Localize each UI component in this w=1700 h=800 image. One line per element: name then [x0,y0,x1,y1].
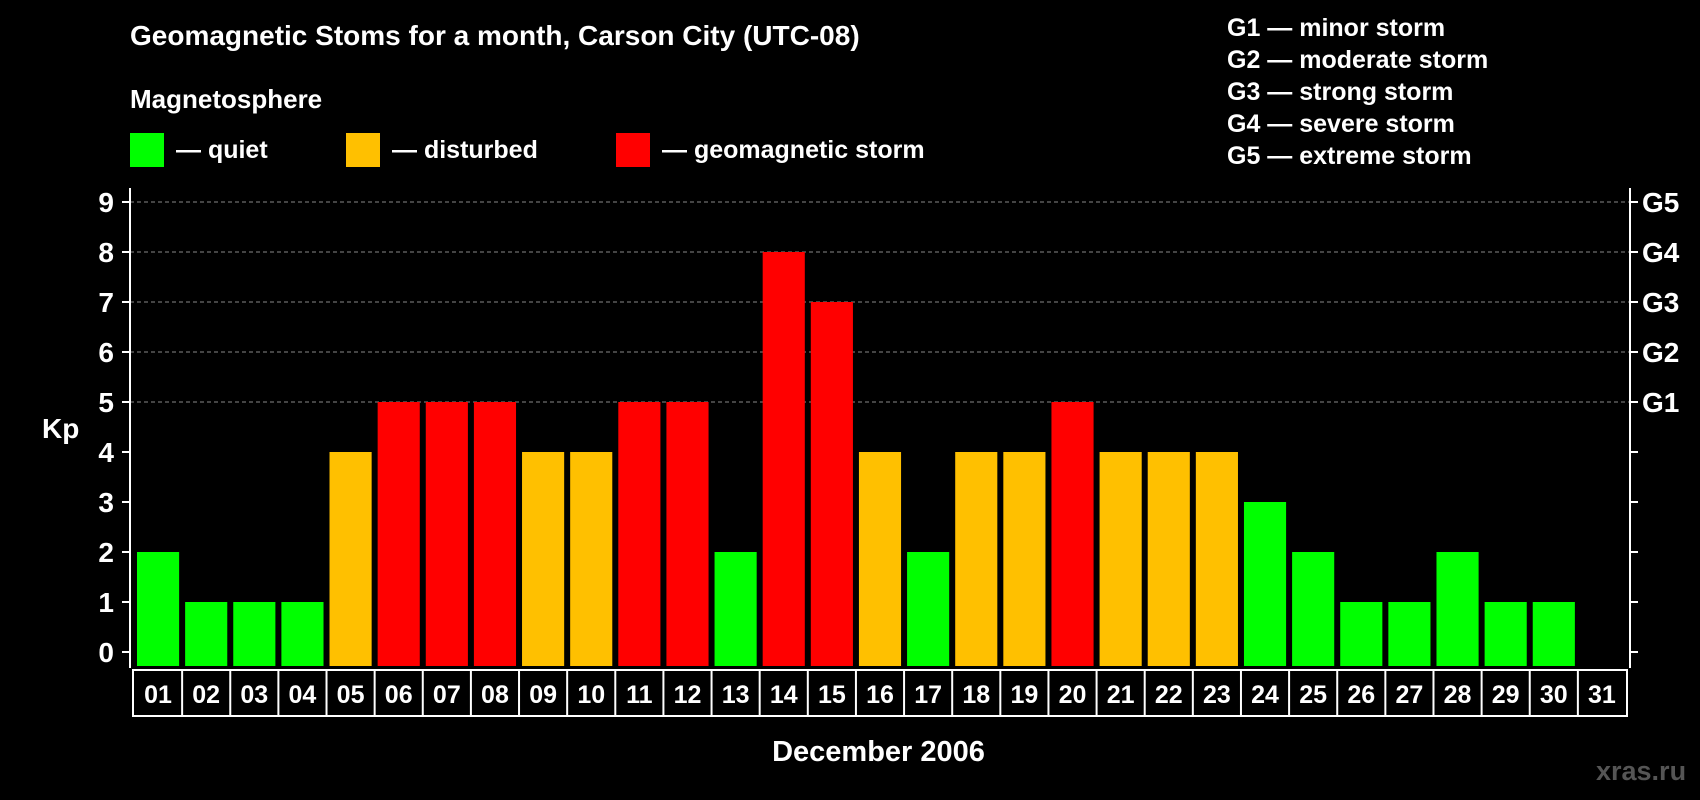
y-tick-label: 7 [98,287,114,318]
x-tick-label: 15 [818,681,846,709]
x-tick-label: 25 [1299,681,1327,709]
bar [377,402,420,666]
legend-label-quiet: — quiet [176,135,268,164]
bar [425,402,468,666]
x-tick-label: 31 [1588,681,1616,709]
g-scale-item: G3 — strong storm [1227,78,1454,106]
bar [281,602,324,666]
bar [858,452,902,666]
x-tick-label: 14 [770,681,798,709]
g-scale-legend: G1 — minor storm G2 — moderate storm G3 … [1227,12,1488,172]
legend-item-storm: — geomagnetic storm [616,133,925,167]
bar [1484,602,1527,666]
x-tick-label: 06 [385,681,413,709]
g-scale-item: G5 — extreme storm [1227,142,1472,170]
y-axis-title: Kp [42,413,79,444]
bar [1243,502,1287,666]
bar [185,602,228,666]
legend-swatch-storm [616,133,650,167]
bar [1436,552,1479,666]
x-tick-label: 23 [1203,681,1231,709]
magnetosphere-heading: Magnetosphere [130,84,323,114]
bar [955,452,998,666]
bar [810,302,853,666]
bar [1099,452,1142,666]
watermark: xras.ru [1596,756,1687,786]
x-tick-label: 24 [1251,681,1279,709]
x-tick-label: 11 [626,681,653,709]
y-tick-label: 5 [98,387,114,418]
x-tick-label: 13 [722,681,750,709]
bar [1051,402,1094,666]
y-tick-label: 1 [98,587,114,618]
g-level-label: G3 [1642,287,1679,318]
chart-title: Geomagnetic Stoms for a month, Carson Ci… [130,20,860,51]
x-tick-label: 30 [1540,681,1568,709]
bar [714,552,757,666]
legend-item-quiet: — quiet [130,133,268,167]
bar [233,602,276,666]
x-tick-label: 12 [674,681,702,709]
legend-swatch-quiet [130,133,164,167]
bar [762,252,805,666]
bar [1003,452,1046,666]
bar [570,452,613,666]
x-tick-label: 17 [914,681,942,709]
bar [1195,452,1238,666]
y-tick-label: 6 [98,337,114,368]
y-tick-label: 3 [98,487,114,518]
bar [907,552,950,666]
y-tick-label: 2 [98,537,114,568]
legend-label-storm: — geomagnetic storm [662,135,925,164]
g-level-label: G4 [1642,237,1680,268]
y-tick-label: 9 [98,187,114,218]
x-tick-label: 16 [866,681,894,709]
x-tick-label: 26 [1347,681,1375,709]
g-level-label: G2 [1642,337,1679,368]
y-tick-label: 0 [98,637,114,668]
x-tick-label: 29 [1492,681,1520,709]
legend-swatch-disturbed [346,133,380,167]
x-tick-label: 05 [337,681,365,709]
bar [522,452,565,666]
legend-label-disturbed: — disturbed [392,135,538,164]
x-tick-label: 21 [1107,681,1135,709]
legend-item-disturbed: — disturbed [346,133,538,167]
bar [329,452,372,666]
bar [618,402,661,666]
x-tick-label: 18 [962,681,990,709]
x-tick-label: 28 [1444,681,1472,709]
bar [1532,602,1575,666]
g-scale-item: G2 — moderate storm [1227,46,1489,74]
g-level-label: G1 [1642,387,1679,418]
x-tick-label: 22 [1155,681,1183,709]
bar [1340,602,1383,666]
x-tick-label: 03 [240,681,268,709]
x-tick-label: 08 [481,681,509,709]
x-label-frame [132,669,1628,717]
bar [473,402,517,666]
bar [1388,602,1431,666]
x-tick-label: 20 [1059,681,1087,709]
g-scale-item: G4 — severe storm [1227,110,1455,138]
x-tick-label: 19 [1010,681,1038,709]
g-level-label: G5 [1642,187,1679,218]
y-tick-label: 8 [98,237,114,268]
bar [137,552,180,666]
x-tick-label: 02 [192,681,220,709]
x-tick-label: 27 [1396,681,1424,709]
x-tick-label: 10 [577,681,605,709]
y-tick-label: 4 [98,437,114,468]
x-tick-label: 01 [144,681,172,709]
x-tick-label: 04 [289,681,317,709]
x-tick-label: 09 [529,681,557,709]
bar [666,402,709,666]
bar [1292,552,1335,666]
x-tick-label: 07 [433,681,461,709]
x-axis-label: December 2006 [772,736,985,768]
bar [1147,452,1190,666]
g-scale-item: G1 — minor storm [1227,14,1446,42]
